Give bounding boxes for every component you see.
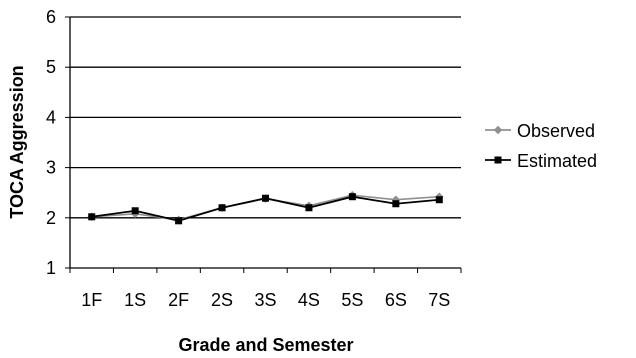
point-estimated-7S bbox=[435, 196, 443, 204]
point-estimated-4S bbox=[305, 204, 313, 212]
point-estimated-1S bbox=[131, 207, 139, 215]
point-estimated-6S bbox=[392, 200, 400, 208]
point-estimated-2S bbox=[218, 204, 226, 212]
point-estimated-3S bbox=[262, 194, 269, 202]
x-tick-label-2S: 2S bbox=[211, 290, 233, 310]
x-tick-label-3S: 3S bbox=[254, 290, 276, 310]
series-estimated bbox=[88, 193, 443, 225]
y-tick-label: 2 bbox=[46, 208, 56, 228]
series bbox=[87, 190, 444, 225]
point-estimated-5S bbox=[348, 193, 356, 201]
x-tick-label-1F: 1F bbox=[81, 290, 102, 310]
x-tick-label-2F: 2F bbox=[168, 290, 189, 310]
axes bbox=[65, 16, 462, 273]
x-tick-label-4S: 4S bbox=[298, 290, 320, 310]
y-tick-label: 3 bbox=[46, 158, 56, 178]
point-estimated-2F bbox=[175, 217, 183, 225]
y-axis-title: TOCA Aggression bbox=[7, 65, 27, 218]
y-tick-label: 5 bbox=[46, 57, 56, 77]
legend-marker-observed bbox=[493, 125, 503, 135]
x-tick-labels: 1F 1S 2F 2S 3S 4S 5S 6S 7S bbox=[81, 290, 450, 310]
legend: Observed Estimated bbox=[485, 121, 597, 171]
gridlines bbox=[70, 16, 461, 219]
y-tick-label: 6 bbox=[46, 7, 56, 27]
legend-label-observed: Observed bbox=[517, 121, 595, 141]
y-tick-label: 4 bbox=[46, 107, 56, 127]
x-tick-label-7S: 7S bbox=[428, 290, 450, 310]
x-axis-title: Grade and Semester bbox=[178, 335, 353, 355]
x-tick-label-5S: 5S bbox=[341, 290, 363, 310]
legend-label-estimated: Estimated bbox=[517, 151, 597, 171]
y-tick-labels: 1 2 3 4 5 6 bbox=[46, 7, 56, 278]
legend-marker-estimated bbox=[494, 156, 502, 164]
x-tick-label-1S: 1S bbox=[124, 290, 146, 310]
point-estimated-1F bbox=[88, 213, 96, 221]
x-tick-label-6S: 6S bbox=[385, 290, 407, 310]
y-tick-label: 1 bbox=[46, 258, 56, 278]
